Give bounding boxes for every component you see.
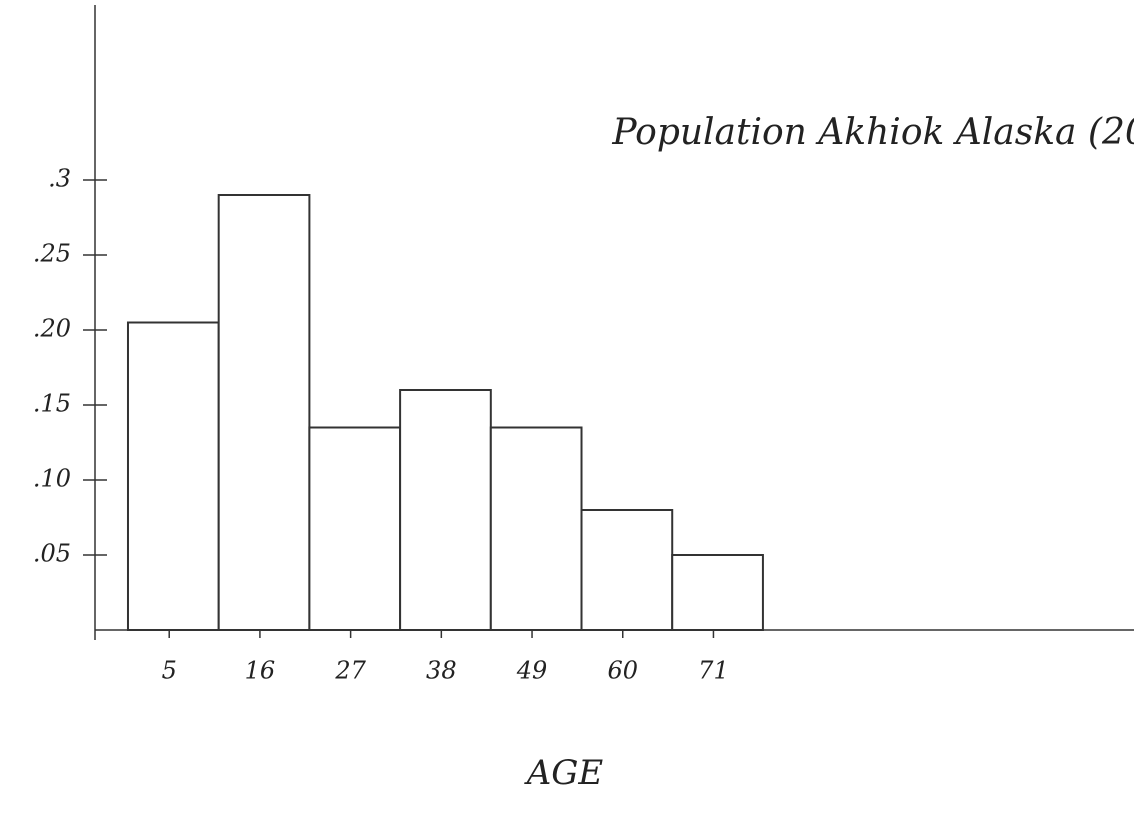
x-tick-label: 49	[516, 657, 548, 685]
x-tick-label: 60	[607, 657, 638, 685]
bar	[400, 390, 491, 630]
y-tick-label: .20	[33, 315, 71, 343]
chart: Population Akhiok Alaska (2000) AGE .05.…	[0, 0, 1134, 815]
bar	[672, 555, 763, 630]
bar	[219, 195, 310, 630]
y-tick-label: .05	[33, 540, 71, 568]
y-tick-label: .10	[33, 465, 71, 493]
y-tick-label: .3	[48, 165, 71, 193]
bar	[309, 428, 400, 631]
x-tick-label: 71	[698, 657, 729, 685]
bar	[582, 510, 673, 630]
x-tick-label: 16	[245, 657, 276, 685]
chart-title: Population Akhiok Alaska (2000)	[611, 112, 1134, 153]
bar	[491, 428, 582, 631]
x-tick-label: 38	[426, 657, 457, 685]
bar	[128, 323, 219, 631]
x-tick-label: 27	[334, 657, 366, 685]
x-tick-label: 5	[162, 657, 177, 685]
x-axis-label: AGE	[524, 753, 604, 793]
y-tick-label: .25	[33, 240, 71, 268]
y-tick-label: .15	[33, 390, 71, 418]
